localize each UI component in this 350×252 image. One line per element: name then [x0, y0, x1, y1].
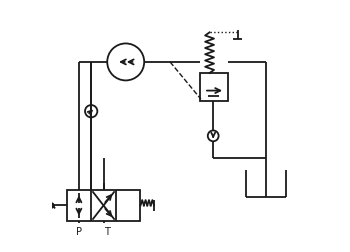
Bar — [199, 73, 228, 101]
Text: P: P — [76, 227, 82, 237]
Text: T: T — [104, 227, 110, 237]
Bar — [66, 190, 140, 221]
